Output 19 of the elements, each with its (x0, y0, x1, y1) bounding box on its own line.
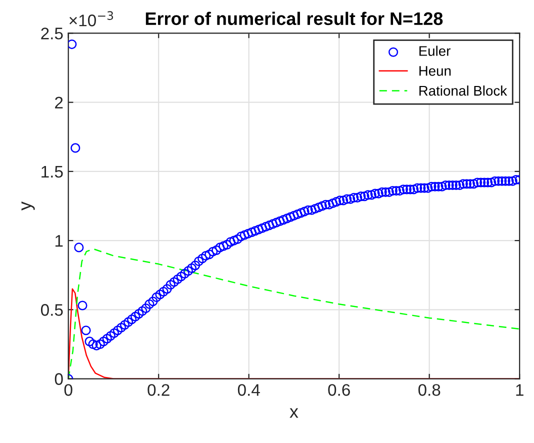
text: ×10$^{−3}$ (70, 11, 114, 26)
y-tick-label: 2.5 (41, 28, 63, 40)
legend-label: Euler (419, 46, 450, 56)
x-tick-label: 0.4 (238, 384, 260, 396)
chart-title: Error of numerical result for N=128 (146, 12, 443, 26)
x-axis-title: x (290, 408, 298, 418)
y-tick-label: 0 (54, 373, 63, 385)
x-tick-label: 0.2 (148, 384, 170, 396)
y-axis-title: y (21, 202, 35, 210)
y-tick-label: 1.5 (42, 166, 63, 178)
y-tick-label: 0.5 (40, 304, 63, 316)
y-tick-label: 2 (55, 96, 63, 108)
x-tick-label: 0 (64, 384, 72, 396)
x-tick-label: 0.6 (328, 384, 350, 396)
y-tick-label: 1 (55, 235, 63, 247)
x-tick-label: 0.8 (418, 384, 440, 396)
legend-label: Rational Block (419, 86, 508, 96)
x-tick-label: 1 (516, 384, 524, 396)
legend-label: Heun (419, 66, 451, 76)
